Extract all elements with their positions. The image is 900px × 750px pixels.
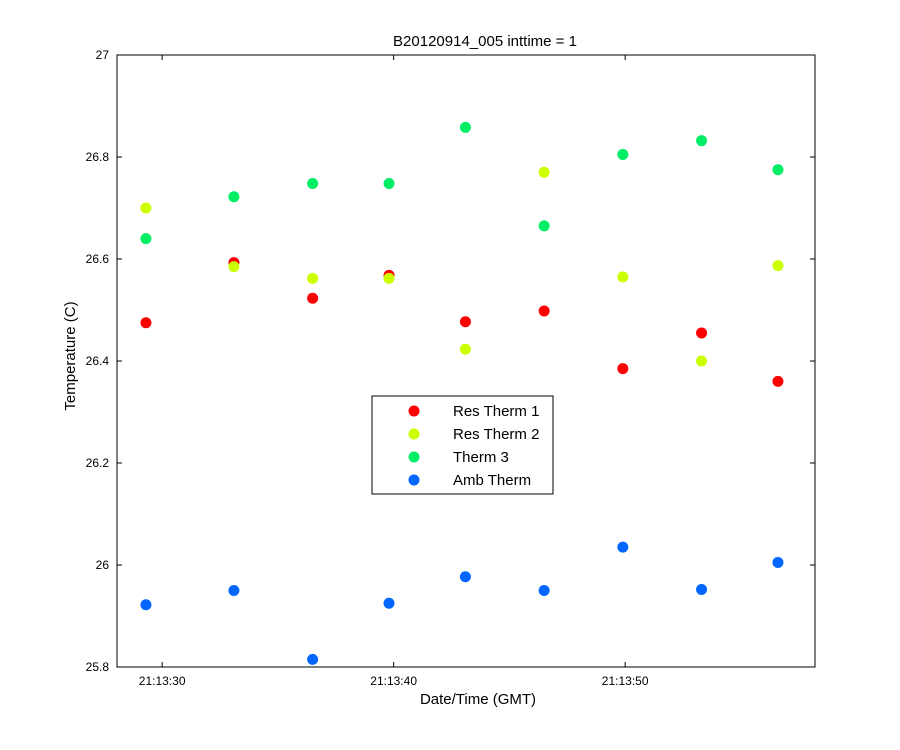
data-point [538,585,550,596]
data-point [140,317,152,329]
data-point [307,292,319,304]
data-point [772,164,784,176]
data-point [307,178,319,190]
y-axis-title: Temperature (C) [62,301,79,410]
legend-item: Therm 3 [408,449,509,466]
data-point [383,597,395,609]
series-amb-therm [140,541,784,665]
data-point [772,556,784,568]
x-tick-label: 21:13:50 [602,674,649,688]
data-point [696,583,708,595]
data-point [459,571,471,583]
data-point [459,343,471,355]
data-point [538,166,550,178]
series-res-therm-2 [140,166,784,367]
legend-marker-res-therm-1 [408,405,420,417]
data-point [538,220,550,232]
data-point [140,599,152,611]
data-point [228,191,240,203]
data-point [307,653,319,665]
chart-title: B20120914_005 inttime = 1 [393,33,577,50]
data-point [459,316,471,328]
legend-box [371,395,554,495]
legend-label-amb-therm: Amb Therm [453,472,531,489]
y-tick-label: 26.2 [86,456,110,470]
data-point [383,272,395,284]
y-tick-label: 27 [96,48,110,62]
legend-item: Amb Therm [408,472,531,489]
x-axis-title: Date/Time (GMT) [420,691,536,708]
y-tick-label: 25.8 [86,660,110,674]
x-tick-label: 21:13:40 [370,674,417,688]
plot-marks [140,121,784,665]
data-point [140,233,152,245]
data-point [617,271,629,283]
y-tick-label: 26 [96,558,110,572]
y-tick-label: 26.4 [86,354,110,368]
data-point [772,260,784,272]
data-point [538,305,550,317]
legend-marker-amb-therm [408,474,420,486]
y-axis: 25.8 26 26.2 26.4 26.6 26.8 27 [86,48,815,674]
legend-label-therm-3: Therm 3 [453,449,509,466]
x-axis: 21:13:30 21:13:40 21:13:50 [139,55,649,688]
data-point [228,261,240,273]
legend-item: Res Therm 2 [408,426,539,443]
data-point [307,272,319,284]
data-point [617,148,629,160]
data-point [383,178,395,190]
legend-marker-therm-3 [408,451,420,463]
data-point [696,327,708,339]
data-point [696,355,708,367]
legend-item: Res Therm 1 [408,403,539,420]
data-point [772,375,784,387]
legend-label-res-therm-2: Res Therm 2 [453,426,539,443]
series-therm-3 [140,121,784,245]
data-point [696,135,708,147]
y-tick-label: 26.8 [86,150,110,164]
data-point [617,363,629,375]
y-tick-label: 26.6 [86,252,110,266]
data-point [228,585,240,596]
data-point [617,541,629,553]
legend-marker-res-therm-2 [408,428,420,440]
x-tick-label: 21:13:30 [139,674,186,688]
legend-label-res-therm-1: Res Therm 1 [453,403,539,420]
data-point [459,121,471,133]
legend: Res Therm 1 Res Therm 2 Therm 3 Amb Ther… [371,395,554,495]
data-point [140,202,152,214]
